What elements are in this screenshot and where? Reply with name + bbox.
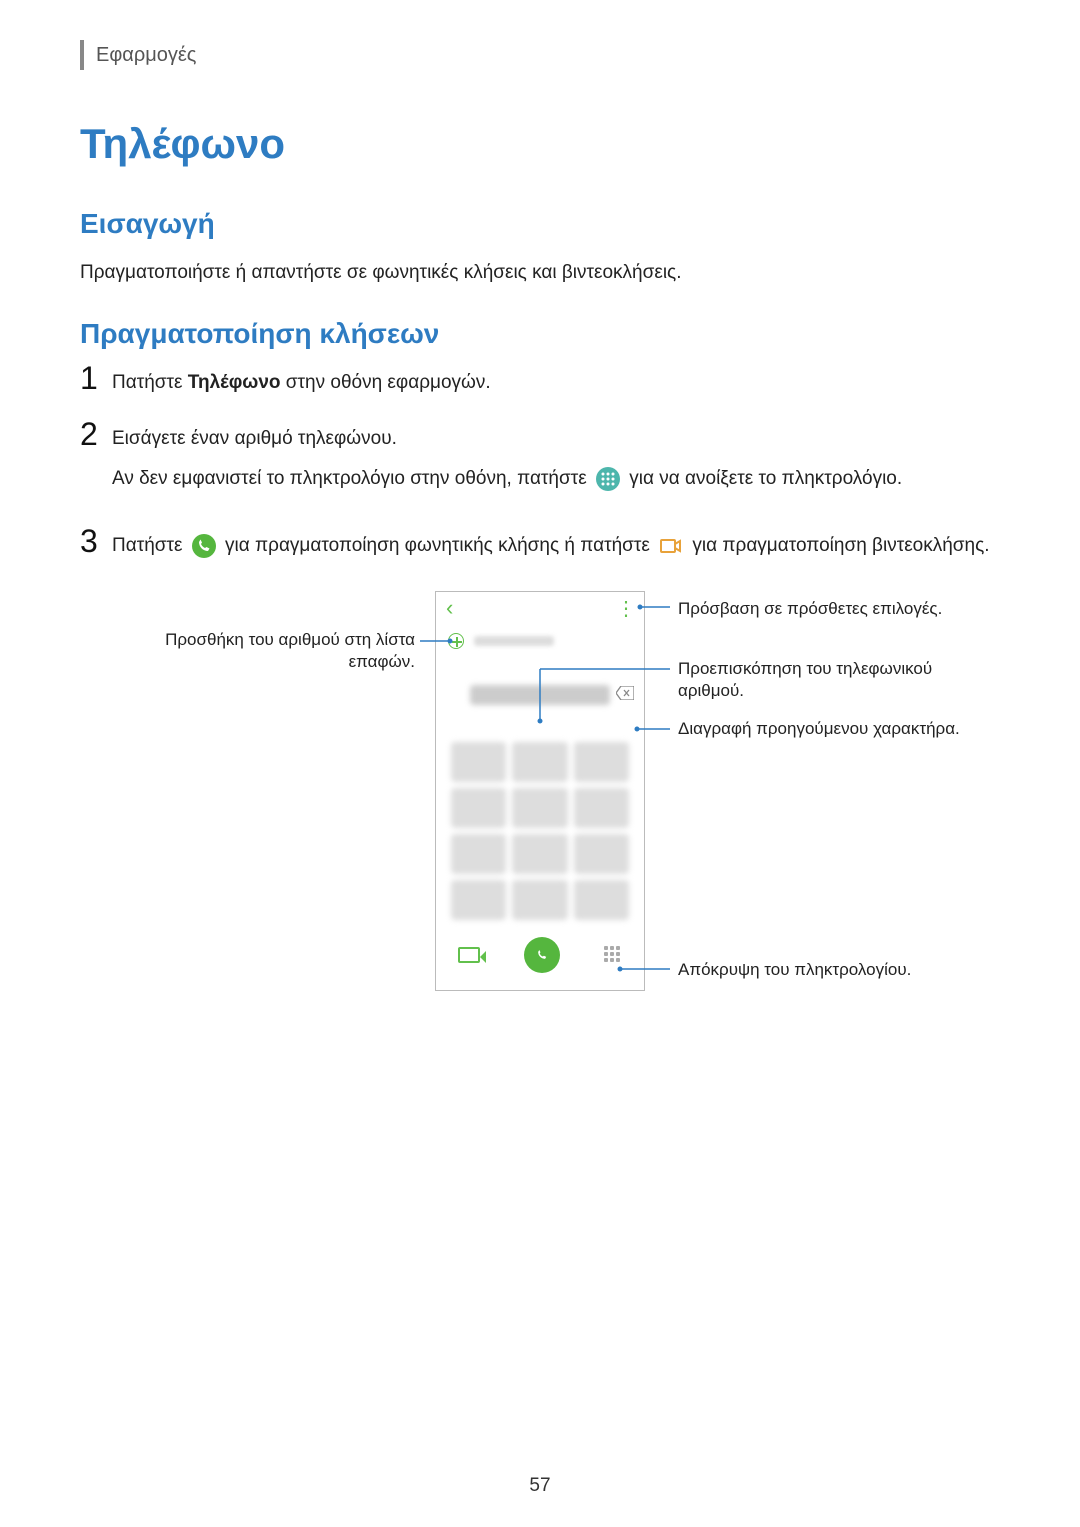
step1-pre: Πατήστε: [112, 372, 188, 393]
phone-mockup: ‹ ⋮: [435, 591, 645, 991]
number-preview: [470, 685, 610, 705]
keypad-open-icon: [595, 466, 621, 492]
key[interactable]: [574, 788, 629, 828]
section-intro-heading: Εισαγωγή: [80, 208, 1000, 240]
step-1: 1 Πατήστε Τηλέφωνο στην οθόνη εφαρμογών.: [80, 362, 1000, 398]
add-to-contacts-row[interactable]: [436, 624, 644, 658]
page-number: 57: [0, 1475, 1080, 1497]
phone-topbar: ‹ ⋮: [436, 592, 644, 624]
key[interactable]: [451, 880, 506, 920]
key[interactable]: [512, 788, 567, 828]
breadcrumb: Εφαρμογές: [80, 40, 1000, 70]
callout-more-options: Πρόσβαση σε πρόσθετες επιλογές.: [678, 598, 978, 620]
callout-backspace: Διαγραφή προηγούμενου χαρακτήρα.: [678, 718, 978, 740]
step-number: 2: [80, 418, 112, 450]
step2-line2: Αν δεν εμφανιστεί το πληκτρολόγιο στην ο…: [112, 464, 902, 494]
breadcrumb-text: Εφαρμογές: [96, 44, 196, 67]
key[interactable]: [512, 880, 567, 920]
callout-hide-keypad: Απόκρυψη του πληκτρολογίου.: [678, 959, 978, 981]
step3-a: Πατήστε: [112, 535, 188, 556]
step-number: 3: [80, 525, 112, 557]
section-intro-text: Πραγματοποιήστε ή απαντήστε σε φωνητικές…: [80, 259, 1000, 288]
key[interactable]: [512, 834, 567, 874]
callout-number-preview: Προεπισκόπηση του τηλεφωνικού αριθμού.: [678, 658, 978, 702]
step-body: Πατήστε για πραγματοποίηση φωνητικής κλή…: [112, 525, 990, 561]
step2-line2a: Αν δεν εμφανιστεί το πληκτρολόγιο στην ο…: [112, 468, 592, 489]
key[interactable]: [451, 834, 506, 874]
step3-b: για πραγματοποίηση φωνητικής κλήσης ή πα…: [225, 535, 655, 556]
videocall-icon: [658, 533, 684, 559]
number-preview-row: [436, 658, 644, 732]
step-number: 1: [80, 362, 112, 394]
keypad[interactable]: [436, 732, 644, 930]
page-title: Τηλέφωνο: [80, 120, 1000, 168]
video-call-button-icon[interactable]: [458, 947, 480, 963]
key[interactable]: [574, 834, 629, 874]
section-calls-heading: Πραγματοποίηση κλήσεων: [80, 318, 1000, 350]
key[interactable]: [512, 742, 567, 782]
step-3: 3 Πατήστε για πραγματοποίηση φωνητικής κ…: [80, 525, 1000, 561]
key[interactable]: [574, 742, 629, 782]
call-icon: [191, 533, 217, 559]
more-options-icon[interactable]: ⋮: [616, 596, 634, 621]
step-body: Πατήστε Τηλέφωνο στην οθόνη εφαρμογών.: [112, 362, 491, 398]
step2-line2b: για να ανοίξετε το πληκτρολόγιο.: [629, 468, 902, 489]
step-body: Εισάγετε έναν αριθμό τηλεφώνου. Αν δεν ε…: [112, 418, 902, 505]
key[interactable]: [451, 788, 506, 828]
step-2: 2 Εισάγετε έναν αριθμό τηλεφώνου. Αν δεν…: [80, 418, 1000, 505]
step3-c: για πραγματοποίηση βιντεοκλήσης.: [692, 535, 989, 556]
step2-line1: Εισάγετε έναν αριθμό τηλεφώνου.: [112, 424, 902, 454]
plus-icon: [448, 633, 464, 649]
hide-keypad-icon[interactable]: [604, 946, 622, 964]
step1-post: στην οθόνη εφαρμογών.: [281, 372, 491, 393]
add-to-contacts-label: [474, 636, 554, 646]
callout-add-contact: Προσθήκη του αριθμού στη λίστα επαφών.: [140, 629, 415, 673]
step1-bold: Τηλέφωνο: [188, 372, 281, 393]
backspace-icon[interactable]: [616, 686, 634, 700]
phone-bottom-row: [436, 930, 644, 980]
back-chevron-icon[interactable]: ‹: [446, 595, 453, 621]
call-button[interactable]: [524, 937, 560, 973]
key[interactable]: [574, 880, 629, 920]
phone-diagram: ‹ ⋮: [80, 591, 1000, 1031]
key[interactable]: [451, 742, 506, 782]
